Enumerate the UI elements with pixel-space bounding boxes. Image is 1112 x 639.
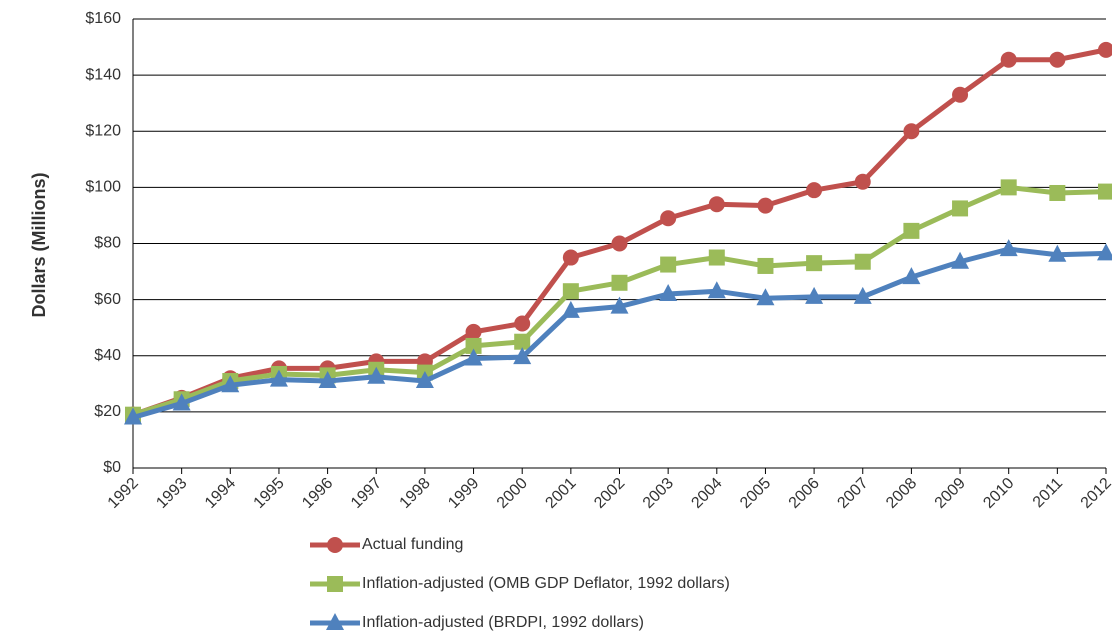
series-line xyxy=(132,47,1107,418)
x-tick-label: 1995 xyxy=(251,475,288,512)
data-point xyxy=(854,253,871,270)
y-tick-label: $100 xyxy=(85,179,121,196)
data-point xyxy=(903,123,920,140)
data-point xyxy=(757,197,774,214)
data-point xyxy=(415,371,434,389)
x-tick-label: 1994 xyxy=(202,475,239,512)
series-line xyxy=(132,246,1107,420)
data-point xyxy=(562,283,579,300)
y-tick-label: $120 xyxy=(85,122,121,139)
data-point xyxy=(1000,51,1017,68)
data-point xyxy=(903,222,920,239)
data-point xyxy=(172,393,191,411)
data-point xyxy=(1098,183,1112,200)
legend-label: Actual funding xyxy=(362,536,463,553)
x-tick-label: 1993 xyxy=(153,475,190,512)
x-tick-label: 1997 xyxy=(348,475,385,512)
x-tick-label: 2003 xyxy=(640,475,677,512)
data-point xyxy=(1097,243,1112,261)
data-point xyxy=(465,337,482,354)
x-tick-label: 2001 xyxy=(542,475,579,512)
data-point xyxy=(611,235,628,252)
data-point xyxy=(1098,41,1112,58)
y-tick-label: $0 xyxy=(103,459,121,476)
data-point xyxy=(464,348,483,366)
y-tick-label: $140 xyxy=(85,66,121,83)
data-point xyxy=(1048,244,1067,262)
x-tick-label: 2012 xyxy=(1078,475,1112,512)
legend-label: Inflation-adjusted (OMB GDP Deflator, 19… xyxy=(362,575,730,592)
data-point xyxy=(221,375,240,393)
data-point xyxy=(854,173,871,190)
data-point xyxy=(806,255,823,272)
x-tick-label: 2007 xyxy=(834,475,871,512)
x-tick-label: 1996 xyxy=(299,475,336,512)
data-point xyxy=(708,249,725,266)
data-point xyxy=(952,86,969,103)
data-point xyxy=(659,284,678,302)
data-point xyxy=(660,210,677,227)
data-point xyxy=(562,249,579,266)
data-point xyxy=(708,196,725,213)
data-point xyxy=(513,347,532,365)
data-point xyxy=(853,286,872,304)
x-tick-label: 2005 xyxy=(737,475,774,512)
data-point xyxy=(806,182,823,199)
y-tick-label: $80 xyxy=(94,235,121,252)
x-tick-label: 2000 xyxy=(494,475,531,512)
legend-marker xyxy=(327,576,343,592)
data-point xyxy=(318,371,337,389)
data-point xyxy=(514,333,531,350)
x-tick-label: 2006 xyxy=(786,475,823,512)
x-tick-label: 2002 xyxy=(591,475,628,512)
data-point xyxy=(952,200,969,217)
data-point xyxy=(757,257,774,274)
data-point xyxy=(561,300,580,318)
data-point xyxy=(756,288,775,306)
data-point xyxy=(805,286,824,304)
data-point xyxy=(902,267,921,285)
y-axis-label: Dollars (Millions) xyxy=(29,172,49,317)
data-point xyxy=(610,296,629,314)
data-point xyxy=(1049,184,1066,201)
y-tick-label: $160 xyxy=(85,10,121,27)
y-tick-label: $40 xyxy=(94,347,121,364)
x-tick-label: 2009 xyxy=(932,475,969,512)
data-point xyxy=(124,407,142,425)
data-point xyxy=(367,366,386,384)
x-tick-label: 1992 xyxy=(105,475,142,512)
x-tick-label: 2008 xyxy=(883,475,920,512)
data-point xyxy=(707,281,726,299)
data-point xyxy=(269,369,288,387)
x-tick-label: 1999 xyxy=(445,475,482,512)
legend-label: Inflation-adjusted (BRDPI, 1992 dollars) xyxy=(362,614,644,631)
legend-marker xyxy=(327,537,343,553)
data-point xyxy=(951,251,970,269)
x-tick-label: 2011 xyxy=(1030,475,1066,511)
legend-marker xyxy=(326,613,344,630)
y-tick-label: $60 xyxy=(94,291,121,308)
y-tick-label: $20 xyxy=(94,403,121,420)
data-point xyxy=(1049,51,1066,68)
data-point xyxy=(514,315,531,332)
data-point xyxy=(999,239,1018,257)
x-tick-label: 2004 xyxy=(688,475,725,512)
data-point xyxy=(660,256,677,273)
x-tick-label: 2010 xyxy=(980,475,1017,512)
x-tick-label: 1998 xyxy=(397,475,434,512)
data-point xyxy=(611,274,628,291)
data-point xyxy=(465,323,482,340)
data-point xyxy=(1000,179,1017,196)
